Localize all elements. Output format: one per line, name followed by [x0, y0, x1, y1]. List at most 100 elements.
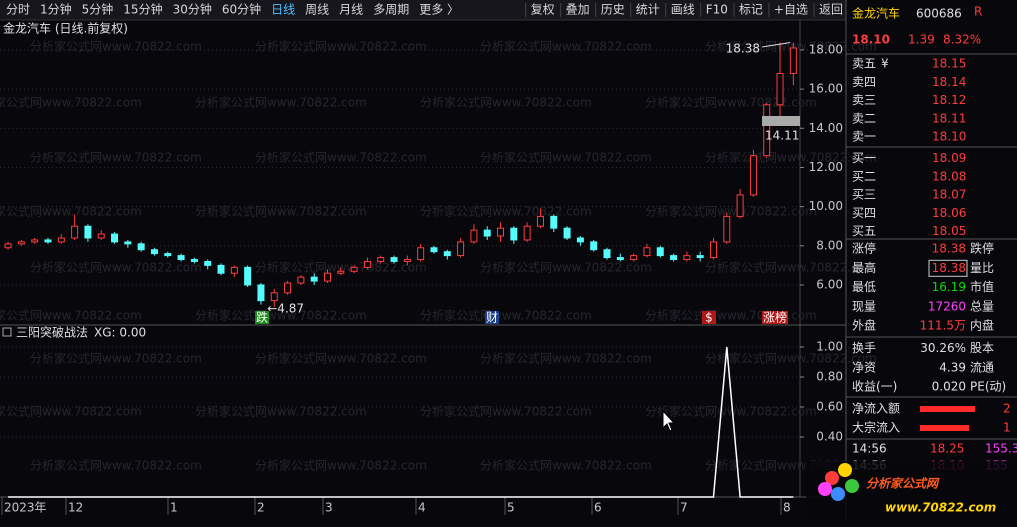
stat-next: 流通: [970, 360, 994, 374]
trade-volume: 155.3: [985, 442, 1017, 456]
watermark: 分析家公式网www.70822.com: [480, 351, 652, 366]
candle-body: [430, 247, 438, 253]
toolbar-tab[interactable]: 15分钟: [123, 2, 162, 17]
toolbar-tab[interactable]: 分时: [6, 3, 30, 17]
candle-body: [350, 266, 358, 272]
flow-value: 2: [1003, 402, 1011, 416]
toolbar-tab[interactable]: 1分钟: [40, 2, 72, 17]
candle-body: [683, 255, 691, 261]
y-tick-label: 6.00: [816, 277, 843, 291]
candle-body: [616, 257, 624, 261]
watermark: 分析家公式网www.70822.com: [645, 204, 817, 219]
toolbar-button[interactable]: +自选: [774, 3, 808, 17]
candle-body: [257, 284, 265, 302]
toolbar-button[interactable]: F10: [706, 3, 728, 17]
flow-bar: [920, 425, 969, 431]
candle-body: [137, 243, 145, 251]
candle-body: [204, 260, 212, 266]
watermark: 分析家公式网www.70822.com: [0, 308, 142, 323]
toolbar-button[interactable]: 标记: [739, 3, 763, 17]
x-tick-label: 1: [170, 501, 178, 515]
toolbar-tab[interactable]: 日线: [271, 3, 295, 17]
watermark: 分析家公式网www.70822.com: [255, 150, 427, 165]
event-marker[interactable]: 财: [486, 311, 498, 325]
book-price: 18.12: [932, 93, 966, 107]
candle-body: [536, 215, 544, 227]
event-marker-bg: [485, 311, 499, 324]
toolbar-button[interactable]: 复权: [531, 3, 555, 17]
book-label: 卖四: [852, 75, 876, 89]
indicator-legend: XG: 0.00: [94, 326, 146, 340]
currency: ¥: [881, 57, 889, 71]
toolbar-button[interactable]: 统计: [636, 3, 660, 17]
event-marker[interactable]: $: [705, 311, 713, 325]
event-marker-bg: [762, 311, 788, 324]
trade-time: 14:56: [852, 442, 887, 456]
book-label: 买二: [852, 169, 876, 183]
candle-body: [390, 257, 398, 262]
book-price: 18.09: [932, 151, 966, 165]
candle-body: [550, 215, 558, 229]
stat-label: 现量: [852, 299, 876, 313]
toolbar-button[interactable]: 历史: [601, 3, 625, 17]
stat-value: 4.39: [939, 360, 966, 374]
watermark: 分析家公式网www.70822.com: [705, 150, 877, 165]
book-price: 18.15: [932, 57, 966, 71]
candle-body: [630, 255, 638, 261]
candle-body: [709, 241, 717, 259]
book-label: 卖三: [852, 93, 876, 107]
event-marker[interactable]: 涨榜: [763, 310, 787, 325]
book-price: 18.10: [932, 130, 966, 144]
toolbar-button[interactable]: 画线: [671, 3, 695, 17]
candle-body: [17, 241, 25, 245]
event-marker[interactable]: 跌: [256, 310, 268, 325]
badge: R: [974, 5, 982, 19]
candle-body: [457, 241, 465, 257]
y-tick-label: 18.00: [809, 42, 843, 56]
candle-body: [97, 233, 105, 239]
toolbar-tab[interactable]: 30分钟: [173, 2, 212, 17]
x-tick-label: 5: [507, 501, 515, 515]
toolbar-tab[interactable]: 多周期: [373, 3, 409, 17]
candle-body: [124, 241, 132, 245]
candle-body: [150, 249, 158, 255]
book-price: 18.07: [932, 188, 966, 202]
y-tick-label: 0.60: [816, 400, 843, 414]
watermark: 分析家公式网www.70822.com: [0, 204, 142, 219]
stat-value: 17260: [928, 299, 966, 313]
toolbar-tab[interactable]: 60分钟: [222, 2, 261, 17]
toolbar-tab[interactable]: 5分钟: [82, 2, 114, 17]
change: 1.39: [908, 33, 935, 47]
watermark: 分析家公式网www.70822.com: [420, 308, 592, 323]
y-tick-label: 0.80: [816, 370, 843, 384]
watermark: 分析家公式网www.70822.com: [30, 39, 202, 54]
stat-next: PE(动): [970, 380, 1006, 394]
candle-body: [670, 255, 678, 261]
y-tick-label: 12.00: [809, 160, 843, 174]
watermark: 分析家公式网www.70822.com: [480, 39, 652, 54]
level-box: [762, 116, 800, 126]
candle-body: [763, 104, 771, 157]
candle-body: [4, 243, 12, 249]
watermark: 分析家公式网www.70822.com: [30, 458, 202, 473]
toolbar: [0, 0, 846, 20]
stat-label: 换手: [852, 341, 876, 355]
toolbar-tab[interactable]: 周线: [305, 3, 329, 17]
candle-body: [31, 239, 39, 243]
candle-body: [736, 194, 744, 217]
toolbar-tab[interactable]: 更多 〉: [419, 3, 459, 17]
candle-body: [57, 237, 65, 243]
watermark: 分析家公式网www.70822.com: [255, 458, 427, 473]
logo-petal: [838, 463, 852, 477]
stat-value: 111.5万: [920, 319, 966, 333]
stat-next: 跌停: [970, 241, 994, 256]
toolbar-button[interactable]: 返回: [819, 3, 843, 17]
chart-title: 金龙汽车 (日线.前复权): [3, 21, 128, 36]
stat-value: 18.38: [932, 261, 966, 275]
toolbar-tab[interactable]: 月线: [339, 3, 363, 17]
candle-body: [576, 237, 584, 243]
toolbar-button[interactable]: 叠加: [566, 3, 590, 17]
